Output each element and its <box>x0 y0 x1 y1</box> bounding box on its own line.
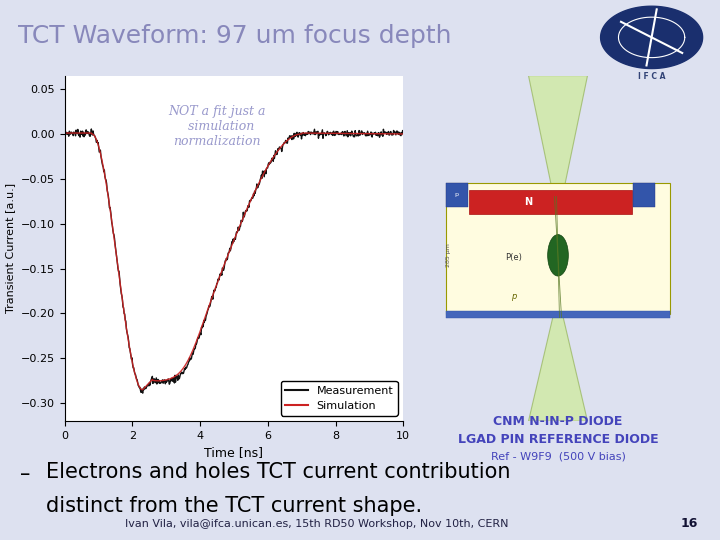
Ellipse shape <box>548 234 568 276</box>
Measurement <box>121 317 130 323</box>
Measurement <box>261 167 270 174</box>
Measurement <box>287 136 296 143</box>
Measurement <box>87 126 96 132</box>
Polygon shape <box>554 197 562 314</box>
Measurement <box>215 276 223 283</box>
Text: p: p <box>511 292 516 301</box>
X-axis label: Time [ns]: Time [ns] <box>204 447 264 460</box>
Simulation <box>214 276 222 283</box>
Text: 285 μm: 285 μm <box>446 244 451 267</box>
Line: Simulation: Simulation <box>65 133 403 390</box>
FancyBboxPatch shape <box>446 183 468 207</box>
Text: Electrons and holes TCT current contribution: Electrons and holes TCT current contribu… <box>45 462 510 482</box>
Measurement <box>399 131 408 138</box>
Measurement <box>138 390 147 396</box>
Simulation <box>399 131 408 137</box>
Measurement <box>60 127 69 133</box>
Text: Ref - W9F9  (500 V bias): Ref - W9F9 (500 V bias) <box>490 451 626 462</box>
Text: 16: 16 <box>681 517 698 530</box>
Text: P(e): P(e) <box>505 253 522 261</box>
Y-axis label: Transient Current [a.u.]: Transient Current [a.u.] <box>5 184 15 313</box>
Text: N: N <box>524 197 533 207</box>
Simulation <box>120 313 129 320</box>
Simulation <box>261 168 269 175</box>
Line: Measurement: Measurement <box>65 129 403 393</box>
Text: distinct from the TCT current shape.: distinct from the TCT current shape. <box>45 496 422 516</box>
Simulation <box>316 130 325 137</box>
FancyBboxPatch shape <box>634 183 655 207</box>
Text: I F C A: I F C A <box>638 72 665 81</box>
FancyBboxPatch shape <box>446 311 670 318</box>
Text: p: p <box>454 192 458 197</box>
Legend: Measurement, Simulation: Measurement, Simulation <box>281 381 397 416</box>
Simulation <box>60 130 69 136</box>
Measurement <box>148 380 157 387</box>
Polygon shape <box>600 6 703 69</box>
Text: –: – <box>19 464 30 484</box>
Polygon shape <box>528 314 588 421</box>
Polygon shape <box>528 76 588 197</box>
Text: Ivan Vila, vila@ifca.unican.es, 15th RD50 Workshop, Nov 10th, CERN: Ivan Vila, vila@ifca.unican.es, 15th RD5… <box>125 519 508 529</box>
Text: CNM N-IN-P DIODE: CNM N-IN-P DIODE <box>493 415 623 428</box>
Measurement <box>316 131 325 138</box>
Text: LGAD PIN REFERENCE DIODE: LGAD PIN REFERENCE DIODE <box>458 433 658 446</box>
Text: NOT a fit just a
  simulation
normalization: NOT a fit just a simulation normalizatio… <box>168 105 266 148</box>
FancyBboxPatch shape <box>446 183 670 314</box>
Simulation <box>287 134 296 140</box>
Simulation <box>148 376 157 383</box>
Text: TCT Waveform: 97 um focus depth: TCT Waveform: 97 um focus depth <box>18 24 451 48</box>
FancyBboxPatch shape <box>469 190 632 214</box>
Simulation <box>138 387 146 393</box>
